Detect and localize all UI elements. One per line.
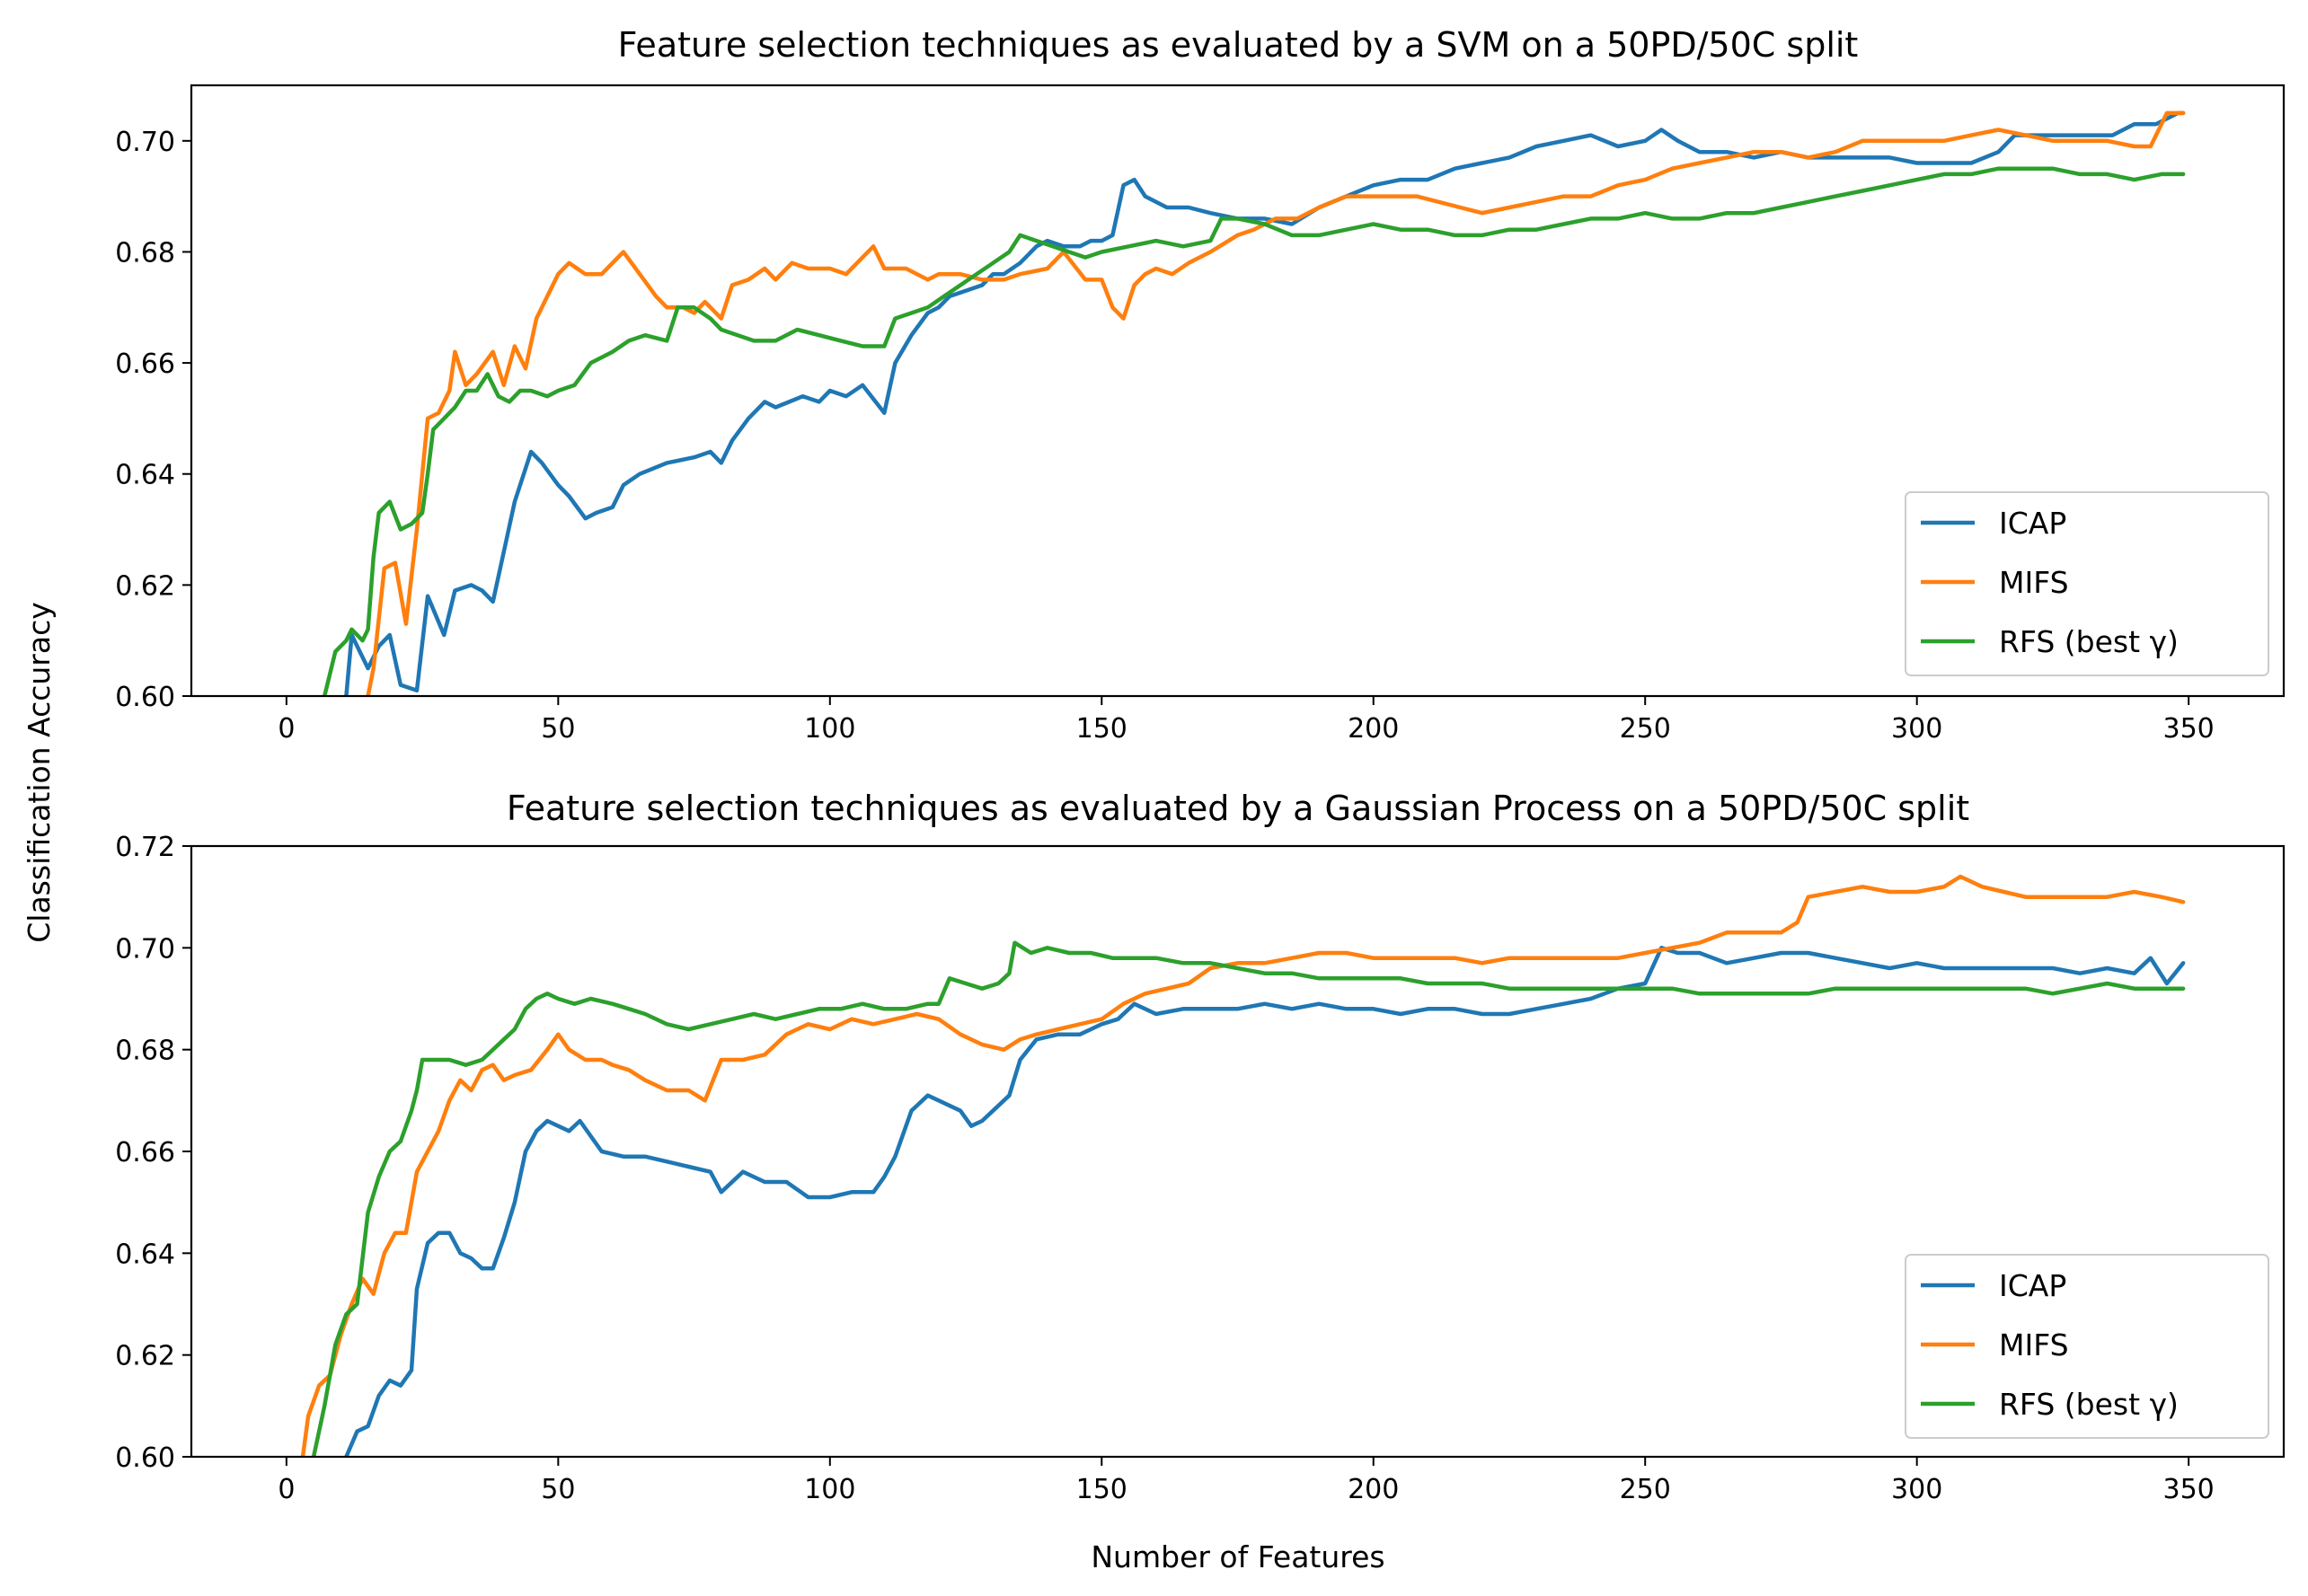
svm-x-tick-label: 100 (804, 713, 855, 745)
gp-y-tick-label: 0.62 (115, 1341, 175, 1372)
gp-series-line-icap (344, 946, 2186, 1457)
gp-x-tick-label: 350 (2163, 1474, 2215, 1505)
svm-legend-label-icap: ICAP (1999, 506, 2066, 541)
y-axis-label: Classification Accuracy (22, 602, 57, 943)
gp-legend: ICAP MIFS RFS (best γ) (1905, 1254, 2269, 1439)
gp-legend-box (1905, 1254, 2269, 1439)
svm-plot-frame (190, 84, 2286, 698)
gp-x-tick-label: 50 (541, 1474, 575, 1505)
gp-x-tick-label: 0 (278, 1474, 295, 1505)
svm-legend-box (1905, 491, 2269, 676)
gp-x-tick-label: 250 (1620, 1474, 1671, 1505)
gp-legend-label-mifs: MIFS (1999, 1327, 2069, 1362)
chart-title-svm: Feature selection techniques as evaluate… (618, 25, 1859, 65)
gp-plot-frame (190, 844, 2286, 1459)
svm-y-tick-label: 0.66 (115, 348, 175, 380)
gp-legend-label-icap: ICAP (1999, 1268, 2066, 1303)
gp-chart: Feature selection techniques as evaluate… (115, 789, 2286, 1505)
svm-tick-layer: 0 50 100 150 200 250 300 350 0.60 0.62 0.64 0.66 0.6… (115, 127, 2215, 745)
svm-x-tick-label: 50 (541, 713, 575, 745)
gp-y-tick-label: 0.70 (115, 933, 175, 965)
svm-series-line-rfs (322, 166, 2186, 696)
svm-x-tick-label: 250 (1620, 713, 1671, 745)
gp-series-layer (300, 874, 2186, 1457)
svm-series-layer (322, 110, 2186, 696)
gp-x-tick-label: 100 (804, 1474, 855, 1505)
svm-legend-label-mifs: MIFS (1999, 565, 2069, 600)
svm-y-tick-label: 0.68 (115, 237, 175, 269)
svm-y-tick-label: 0.64 (115, 460, 175, 491)
chart-title-gp: Feature selection techniques as evaluate… (507, 789, 1969, 828)
gp-y-tick-label: 0.68 (115, 1036, 175, 1067)
gp-tick-layer: 0 50 100 150 200 250 300 350 0.60 0.62 0.64 0.66 0.6… (115, 832, 2215, 1505)
gp-y-tick-label: 0.60 (115, 1442, 175, 1474)
gp-y-tick-label: 0.72 (115, 832, 175, 863)
svm-y-tick-label: 0.70 (115, 127, 175, 158)
svm-y-tick-label: 0.62 (115, 570, 175, 602)
gp-series-line-mifs (300, 874, 2186, 1457)
gp-y-tick-label: 0.64 (115, 1239, 175, 1270)
svm-legend-label-rfs: RFS (best γ) (1999, 624, 2179, 659)
gp-x-tick-label: 200 (1348, 1474, 1399, 1505)
svm-chart: Feature selection techniques as evaluate… (115, 25, 2286, 745)
gp-x-tick-label: 300 (1891, 1474, 1942, 1505)
gp-series-line-rfs (311, 940, 2186, 1457)
gp-x-tick-label: 150 (1076, 1474, 1127, 1505)
svm-x-tick-label: 0 (278, 713, 295, 745)
svm-legend: ICAP MIFS RFS (best γ) (1905, 491, 2269, 676)
gp-legend-label-rfs: RFS (best γ) (1999, 1387, 2179, 1422)
svm-x-tick-label: 200 (1348, 713, 1399, 745)
x-axis-label: Number of Features (1091, 1539, 1384, 1574)
svm-series-line-mifs (366, 110, 2186, 696)
svm-x-tick-label: 300 (1891, 713, 1942, 745)
gp-y-tick-label: 0.66 (115, 1137, 175, 1168)
svm-y-tick-label: 0.60 (115, 682, 175, 713)
svm-x-tick-label: 350 (2163, 713, 2215, 745)
svm-x-tick-label: 150 (1076, 713, 1127, 745)
